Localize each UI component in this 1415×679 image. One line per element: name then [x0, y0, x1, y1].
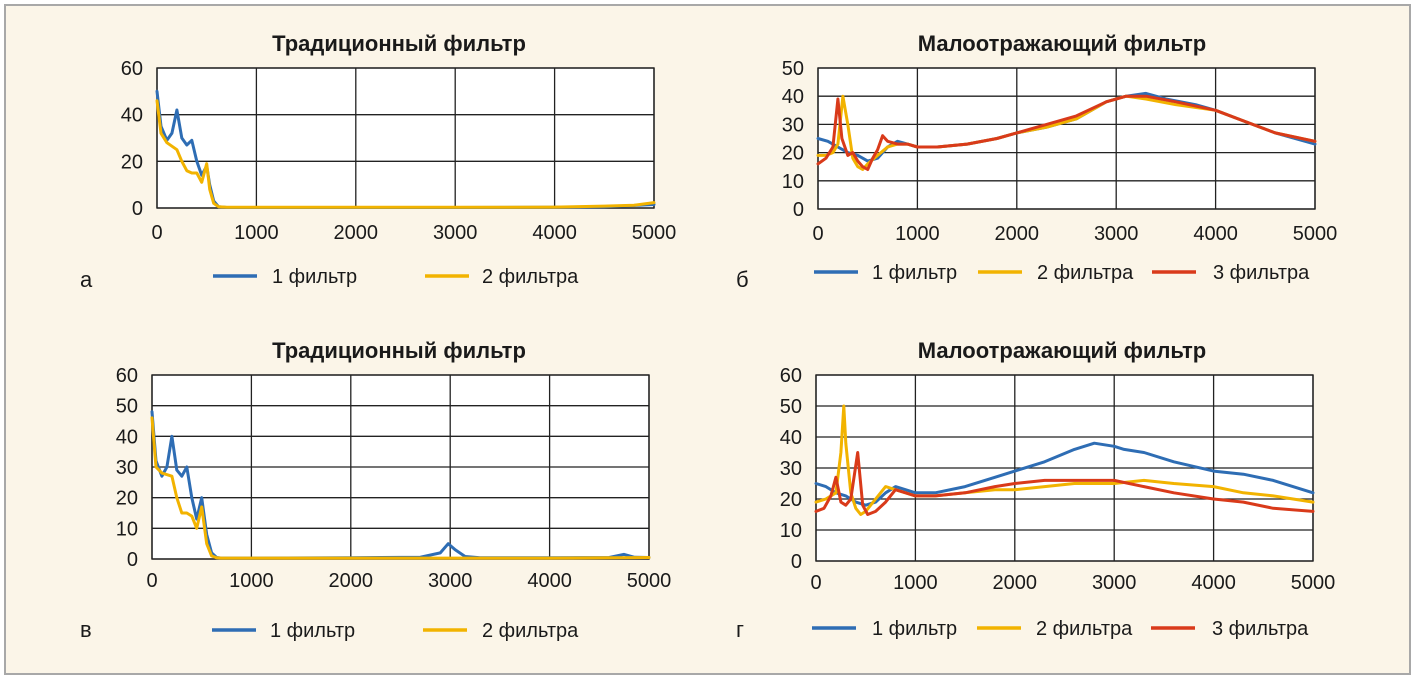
x-tick-label: 0 [151, 222, 162, 244]
chart-title: Малоотражающий фильтр [918, 31, 1206, 56]
legend-label: 2 фильтра [482, 266, 579, 288]
y-tick-label: 30 [782, 114, 804, 136]
x-tick-label: 5000 [632, 222, 677, 244]
x-tick-label: 1000 [234, 222, 279, 244]
y-tick-label: 40 [116, 426, 138, 448]
y-tick-label: 10 [116, 518, 138, 540]
y-tick-label: 60 [780, 365, 802, 387]
panel-letter: г [736, 617, 744, 642]
plot-area [818, 68, 1315, 209]
x-tick-label: 1000 [893, 572, 938, 594]
y-tick-label: 40 [121, 105, 143, 127]
y-tick-label: 30 [116, 457, 138, 479]
y-tick-label: 50 [116, 396, 138, 418]
x-tick-label: 2000 [329, 570, 374, 592]
series-line-3 [816, 94, 1317, 171]
y-tick-label: 0 [791, 551, 802, 573]
series-line-3 [814, 451, 1315, 516]
x-tick-label: 2000 [993, 572, 1038, 594]
legend-label: 1 фильтр [270, 620, 355, 642]
y-tick-label: 0 [127, 549, 138, 571]
y-tick-label: 0 [793, 199, 804, 221]
x-tick-label: 1000 [895, 223, 940, 245]
chart-panel-1: 0 20 40 60 0 1000 2000 3000 4000 5000 Традиционный… [80, 31, 676, 292]
panel-letter: в [80, 617, 92, 642]
x-tick-label: 3000 [433, 222, 478, 244]
legend-label: 2 фильтра [1036, 618, 1133, 640]
chart-title: Малоотражающий фильтр [918, 338, 1206, 363]
y-tick-label: 50 [782, 58, 804, 80]
x-tick-label: 4000 [1191, 572, 1236, 594]
legend-label: 2 фильтра [482, 620, 579, 642]
x-tick-label: 0 [812, 223, 823, 245]
chart-panel-3: 0 10 20 30 40 50 60 0 1000 2000 3000 4000 5000 Традиц… [80, 338, 671, 642]
series-line-1 [814, 441, 1315, 507]
y-tick-label: 60 [121, 58, 143, 80]
x-tick-label: 2000 [334, 222, 379, 244]
x-tick-label: 1000 [229, 570, 274, 592]
legend-label: 1 фильтр [272, 266, 357, 288]
legend-label: 3 фильтра [1212, 618, 1309, 640]
series-line-2 [155, 99, 656, 209]
x-tick-label: 0 [810, 572, 821, 594]
x-tick-label: 5000 [1293, 223, 1338, 245]
plot-frame [815, 374, 1314, 562]
legend-label: 1 фильтр [872, 262, 957, 284]
chart-panel-2: 0 10 20 30 40 50 0 1000 2000 3000 4000 5000 Малоотра… [736, 31, 1337, 292]
x-tick-label: 2000 [995, 223, 1040, 245]
legend-label: 3 фильтра [1213, 262, 1310, 284]
plot-area [157, 68, 654, 208]
y-tick-label: 40 [782, 86, 804, 108]
y-tick-label: 30 [780, 458, 802, 480]
y-tick-label: 20 [121, 151, 143, 173]
y-tick-label: 0 [132, 198, 143, 220]
legend-label: 2 фильтра [1037, 262, 1134, 284]
y-tick-label: 20 [782, 143, 804, 165]
y-tick-label: 10 [782, 171, 804, 193]
chart-title: Традиционный фильтр [272, 31, 526, 56]
panel-letter: б [736, 267, 749, 292]
x-tick-label: 4000 [532, 222, 577, 244]
series-line-2 [150, 416, 651, 560]
y-tick-label: 10 [780, 520, 802, 542]
x-tick-label: 4000 [1193, 223, 1238, 245]
x-tick-label: 3000 [1094, 223, 1139, 245]
chart-title: Традиционный фильтр [272, 338, 526, 363]
y-tick-label: 40 [780, 427, 802, 449]
x-tick-label: 5000 [627, 570, 672, 592]
x-tick-label: 3000 [428, 570, 473, 592]
y-tick-label: 20 [116, 488, 138, 510]
x-tick-label: 0 [146, 570, 157, 592]
x-tick-label: 3000 [1092, 572, 1137, 594]
legend-label: 1 фильтр [872, 618, 957, 640]
x-tick-label: 5000 [1291, 572, 1336, 594]
y-tick-label: 60 [116, 365, 138, 387]
panel-letter: а [80, 267, 93, 292]
y-tick-label: 50 [780, 396, 802, 418]
x-tick-label: 4000 [527, 570, 572, 592]
chart-panel-4: 0 10 20 30 40 50 60 0 1000 2000 3000 4000 5000 Малоот… [736, 338, 1335, 642]
y-tick-label: 20 [780, 489, 802, 511]
